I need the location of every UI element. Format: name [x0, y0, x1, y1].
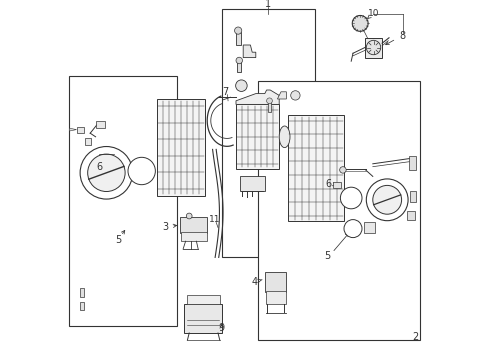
- Text: 10: 10: [368, 9, 379, 18]
- Bar: [221, 9, 315, 257]
- Bar: [69, 76, 176, 326]
- Circle shape: [267, 98, 272, 104]
- Circle shape: [367, 40, 381, 55]
- Bar: [407, 211, 415, 220]
- Circle shape: [236, 80, 247, 91]
- Circle shape: [128, 157, 155, 185]
- Text: 2: 2: [412, 332, 418, 342]
- Circle shape: [373, 185, 402, 214]
- Polygon shape: [69, 128, 76, 131]
- Circle shape: [88, 154, 125, 192]
- Text: 3: 3: [163, 222, 169, 232]
- Text: 1: 1: [266, 0, 271, 9]
- Circle shape: [236, 57, 243, 64]
- Bar: [85, 138, 91, 145]
- Bar: [364, 222, 374, 233]
- Bar: [365, 38, 382, 58]
- Circle shape: [340, 167, 346, 173]
- Ellipse shape: [279, 126, 290, 148]
- Bar: [236, 104, 279, 169]
- Bar: [157, 99, 205, 196]
- Bar: [187, 295, 220, 304]
- Text: 6: 6: [325, 179, 332, 189]
- Bar: [333, 182, 341, 188]
- Text: 6: 6: [96, 162, 102, 172]
- Bar: [236, 32, 241, 45]
- Bar: [96, 121, 104, 128]
- Bar: [184, 304, 221, 333]
- Text: 9: 9: [219, 323, 224, 333]
- Circle shape: [367, 179, 408, 221]
- Circle shape: [291, 91, 300, 100]
- Circle shape: [235, 27, 242, 34]
- Circle shape: [352, 15, 368, 31]
- Bar: [265, 272, 286, 292]
- Bar: [266, 291, 286, 304]
- Circle shape: [186, 213, 192, 219]
- Bar: [410, 191, 416, 202]
- Polygon shape: [236, 90, 279, 104]
- Text: 7: 7: [222, 87, 228, 97]
- Bar: [76, 127, 84, 133]
- Text: 4: 4: [252, 276, 258, 287]
- Bar: [268, 102, 271, 112]
- Bar: [181, 232, 207, 241]
- Polygon shape: [277, 92, 286, 99]
- Circle shape: [341, 187, 362, 209]
- Bar: [258, 81, 419, 340]
- Bar: [180, 217, 207, 233]
- Text: 8: 8: [400, 31, 406, 41]
- Bar: [237, 61, 242, 72]
- Polygon shape: [243, 45, 256, 58]
- Circle shape: [80, 147, 133, 199]
- Circle shape: [344, 220, 362, 238]
- Bar: [409, 156, 416, 170]
- Bar: [288, 115, 344, 221]
- Bar: [240, 176, 265, 191]
- Text: 11: 11: [209, 215, 220, 224]
- Bar: [80, 288, 84, 297]
- Bar: [80, 302, 84, 310]
- Text: 5: 5: [115, 235, 122, 246]
- Text: 5: 5: [324, 251, 330, 261]
